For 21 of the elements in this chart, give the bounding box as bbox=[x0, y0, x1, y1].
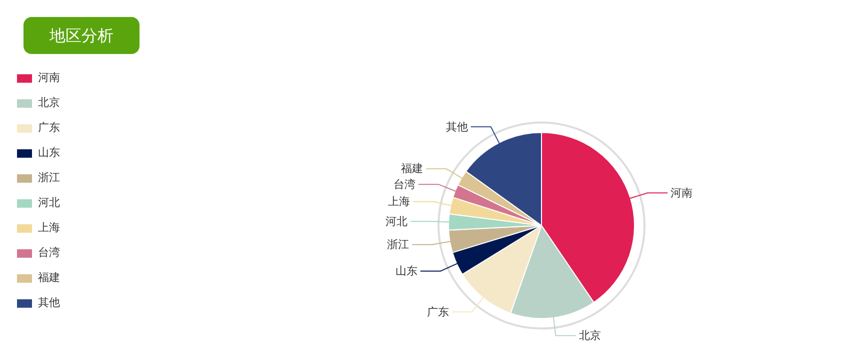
legend-label: 其他 bbox=[38, 295, 60, 310]
legend-label: 上海 bbox=[38, 220, 60, 235]
legend-label: 山东 bbox=[38, 145, 60, 160]
slice-label: 其他 bbox=[446, 120, 468, 134]
legend-label: 北京 bbox=[38, 95, 60, 110]
slice-label: 广东 bbox=[426, 305, 449, 318]
legend-label: 台湾 bbox=[38, 245, 60, 260]
legend-label: 河南 bbox=[38, 70, 60, 85]
legend-label: 河北 bbox=[38, 195, 60, 210]
chart-title: 地区分析 bbox=[48, 26, 114, 45]
legend-label: 广东 bbox=[38, 120, 60, 135]
slice-label: 山东 bbox=[395, 264, 418, 278]
slice-label: 上海 bbox=[388, 195, 410, 208]
slice-label: 河北 bbox=[386, 214, 408, 228]
slice-label: 河南 bbox=[670, 186, 693, 200]
slice-label: 浙江 bbox=[387, 238, 410, 252]
slice-label: 台湾 bbox=[393, 178, 416, 191]
legend-label: 福建 bbox=[38, 270, 60, 285]
legend-label: 浙江 bbox=[38, 170, 60, 185]
slice-label: 福建 bbox=[401, 162, 424, 176]
slice-label: 北京 bbox=[578, 329, 601, 342]
